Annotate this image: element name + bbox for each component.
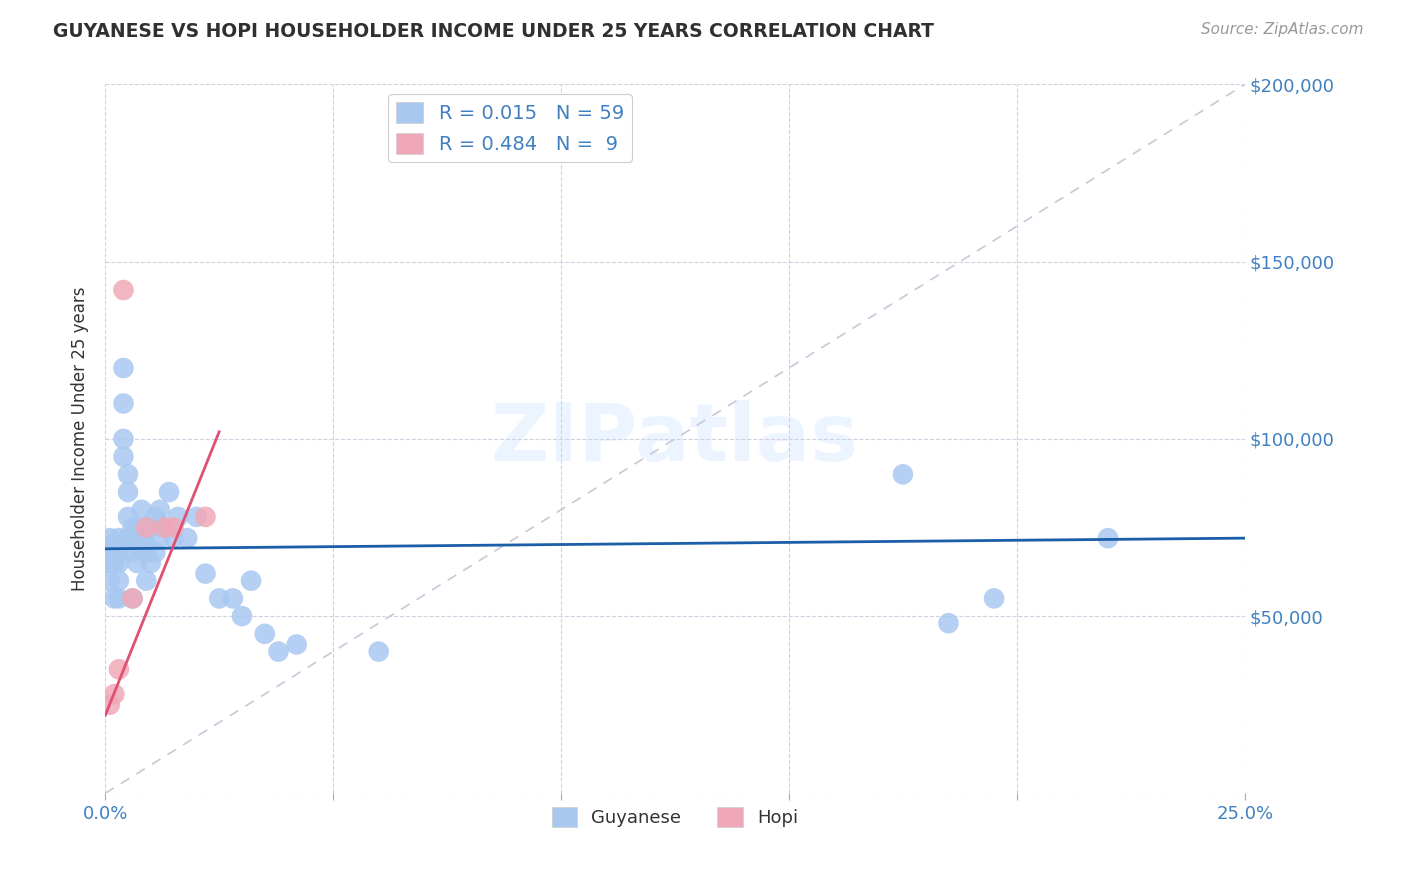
Point: [157, 485, 180, 500]
Point: [108, 591, 131, 606]
Point: [112, 450, 135, 464]
Point: [135, 545, 157, 559]
Point: [135, 538, 157, 552]
Point: [121, 591, 143, 606]
Point: [108, 556, 131, 570]
Point: [103, 538, 125, 552]
Point: [240, 574, 263, 588]
Point: [121, 520, 143, 534]
Point: [121, 531, 143, 545]
Point: [131, 531, 153, 545]
Point: [891, 467, 914, 482]
Point: [103, 591, 125, 606]
Point: [98, 545, 121, 559]
Point: [127, 538, 149, 552]
Point: [117, 467, 139, 482]
Point: [143, 545, 166, 559]
Point: [153, 520, 176, 534]
Point: [108, 662, 131, 676]
Point: [153, 520, 176, 534]
Point: [267, 644, 290, 658]
Point: [117, 485, 139, 500]
Point: [103, 545, 125, 559]
Point: [139, 520, 162, 534]
Point: [1097, 531, 1119, 545]
Point: [167, 509, 190, 524]
Legend: Guyanese, Hopi: Guyanese, Hopi: [544, 799, 806, 834]
Point: [135, 520, 157, 534]
Point: [194, 509, 217, 524]
Point: [98, 574, 121, 588]
Point: [98, 556, 121, 570]
Point: [208, 591, 231, 606]
Point: [108, 545, 131, 559]
Point: [98, 698, 121, 712]
Point: [103, 556, 125, 570]
Point: [98, 531, 121, 545]
Point: [162, 520, 184, 534]
Point: [112, 396, 135, 410]
Point: [253, 627, 276, 641]
Point: [149, 531, 172, 545]
Point: [231, 609, 253, 624]
Point: [176, 531, 198, 545]
Point: [135, 574, 157, 588]
Point: [367, 644, 389, 658]
Point: [285, 638, 308, 652]
Point: [143, 509, 166, 524]
Point: [162, 531, 184, 545]
Point: [117, 531, 139, 545]
Point: [127, 520, 149, 534]
Point: [112, 361, 135, 376]
Point: [127, 556, 149, 570]
Point: [117, 509, 139, 524]
Point: [108, 574, 131, 588]
Point: [121, 545, 143, 559]
Text: GUYANESE VS HOPI HOUSEHOLDER INCOME UNDER 25 YEARS CORRELATION CHART: GUYANESE VS HOPI HOUSEHOLDER INCOME UNDE…: [53, 22, 935, 41]
Point: [139, 556, 162, 570]
Text: ZIPatlas: ZIPatlas: [491, 400, 859, 478]
Point: [149, 503, 172, 517]
Point: [983, 591, 1005, 606]
Point: [194, 566, 217, 581]
Point: [186, 509, 208, 524]
Point: [222, 591, 245, 606]
Point: [108, 531, 131, 545]
Point: [112, 283, 135, 297]
Point: [98, 538, 121, 552]
Point: [938, 616, 960, 631]
Text: Source: ZipAtlas.com: Source: ZipAtlas.com: [1201, 22, 1364, 37]
Point: [131, 503, 153, 517]
Point: [121, 591, 143, 606]
Point: [103, 687, 125, 701]
Y-axis label: Householder Income Under 25 years: Householder Income Under 25 years: [72, 286, 89, 591]
Point: [112, 432, 135, 446]
